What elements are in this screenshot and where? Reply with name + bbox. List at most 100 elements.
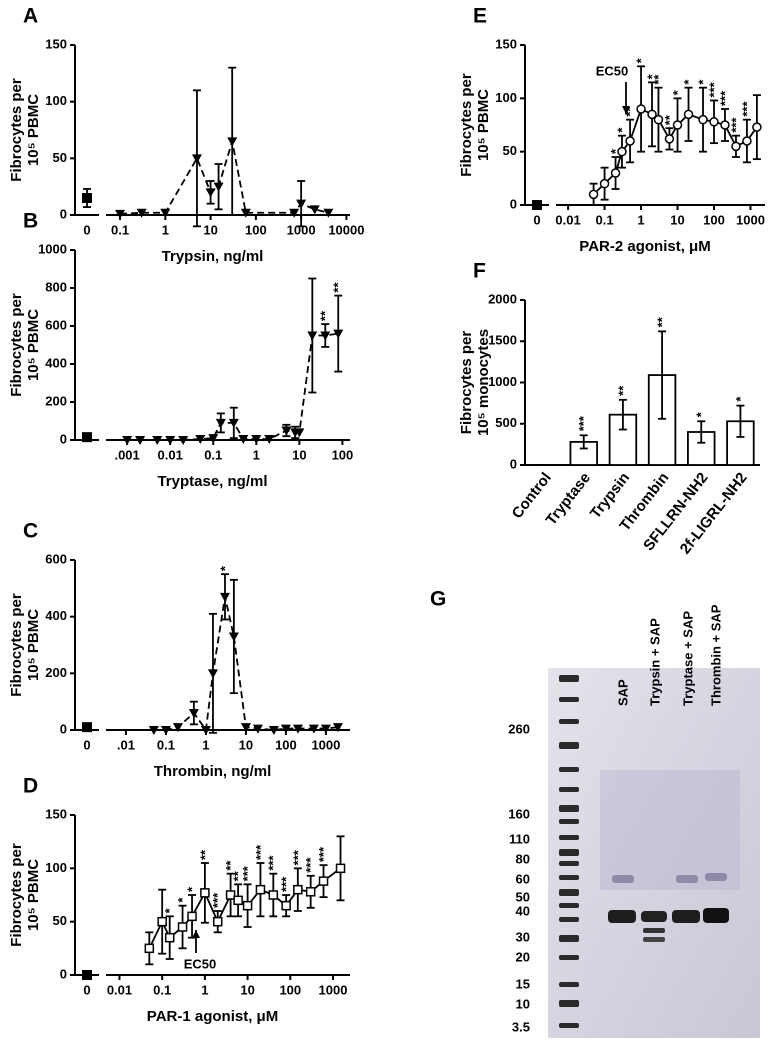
significance-label: ***	[728, 117, 743, 133]
lane-label: SAP	[615, 679, 630, 706]
ladder-band	[559, 875, 579, 880]
data-point	[720, 120, 730, 130]
significance-label: **	[197, 849, 212, 860]
y-axis-label: 10⁵ PBMC	[25, 94, 42, 166]
data-point	[255, 884, 266, 895]
panel-letter: D	[23, 775, 38, 798]
marker-label: 15	[516, 976, 530, 991]
x-tick-label: 0.1	[596, 212, 614, 227]
data-point	[160, 726, 171, 735]
data-point	[164, 932, 175, 943]
ladder-band	[559, 889, 579, 896]
data-point	[742, 136, 752, 146]
significance-label: ***	[290, 849, 305, 865]
data-point	[191, 154, 202, 164]
marker-label: 10	[516, 996, 530, 1011]
x-tick-label: 0.01	[158, 447, 183, 462]
ladder-band	[559, 1023, 579, 1028]
control-point	[82, 193, 92, 203]
lane-label: Thrombin + SAP	[708, 604, 723, 706]
data-point	[610, 168, 621, 178]
gel-band	[608, 910, 636, 923]
y-tick-label: 400	[45, 608, 67, 623]
data-point	[228, 632, 239, 642]
significance-label: *	[633, 57, 648, 63]
panel-letter: G	[430, 588, 446, 611]
annotation-arrowhead	[192, 930, 200, 938]
significance-label: ***	[739, 101, 754, 117]
gel-band	[643, 928, 665, 933]
data-point	[115, 209, 126, 219]
x-tick-label: .001	[114, 447, 139, 462]
gel-image	[548, 668, 760, 1038]
data-point	[599, 178, 610, 189]
data-point	[152, 436, 163, 445]
y-tick-label: 600	[45, 317, 67, 332]
data-point	[205, 188, 216, 198]
x-tick-label: 1	[162, 222, 169, 237]
x-tick-label: 10	[240, 982, 254, 997]
significance-label: **	[662, 114, 677, 125]
y-tick-label: 1500	[488, 333, 517, 348]
significance-label: ***	[210, 892, 225, 908]
significance-label: ***	[279, 876, 294, 892]
y-tick-label: 200	[45, 665, 67, 680]
x-tick-label: 100	[703, 212, 725, 227]
data-point	[305, 887, 316, 897]
data-point	[333, 329, 344, 339]
significance-label: **	[655, 316, 670, 327]
significance-label: *	[175, 897, 190, 903]
ladder-band	[559, 835, 579, 840]
y-tick-label: 150	[45, 806, 67, 821]
marker-label: 110	[509, 831, 530, 846]
data-point	[698, 114, 708, 125]
y-tick-label: 2000	[488, 291, 517, 306]
x-tick-label: 0	[533, 212, 540, 227]
data-point	[672, 120, 683, 130]
data-point	[625, 136, 635, 146]
marker-label: 20	[516, 949, 530, 964]
x-tick-label: 10000	[328, 222, 364, 237]
data-line	[127, 332, 339, 441]
marker-label: 160	[508, 806, 530, 821]
data-point	[281, 426, 292, 436]
significance-label: **	[623, 106, 638, 117]
data-point	[200, 888, 210, 898]
x-tick-label: 10	[292, 447, 306, 462]
gel-band	[641, 911, 667, 922]
data-point	[281, 900, 291, 911]
x-tick-label: 100	[275, 737, 297, 752]
data-point	[309, 205, 320, 215]
data-point	[240, 208, 251, 218]
gel-band	[676, 875, 698, 883]
data-line	[119, 141, 329, 215]
data-point	[252, 724, 263, 734]
significance-label: ***	[253, 844, 268, 860]
ladder-band	[559, 935, 579, 942]
data-point	[289, 208, 300, 218]
significance-label: ***	[266, 855, 281, 871]
significance-label: **	[318, 310, 333, 321]
ladder-band	[559, 819, 579, 824]
significance-label: *	[695, 79, 710, 85]
data-point	[636, 104, 646, 114]
y-tick-label: 0	[60, 206, 67, 221]
y-tick-label: 200	[45, 393, 67, 408]
x-axis-title: PAR-2 agonist, μM	[579, 238, 710, 255]
data-point	[213, 182, 224, 192]
ladder-band	[559, 861, 579, 866]
data-point	[135, 436, 146, 445]
x-tick-label: 1	[201, 982, 208, 997]
data-point	[195, 435, 206, 445]
ladder-band	[559, 982, 579, 987]
x-tick-label: 10	[239, 737, 253, 752]
y-axis-label: Fibrocytes per	[8, 293, 25, 397]
y-tick-label: 50	[53, 913, 67, 928]
data-point	[617, 146, 627, 157]
gel-background	[548, 668, 760, 1038]
y-tick-label: 400	[45, 355, 67, 370]
marker-label: 3.5	[512, 1019, 530, 1034]
significance-label: *	[644, 73, 659, 79]
y-tick-label: 1000	[38, 241, 67, 256]
